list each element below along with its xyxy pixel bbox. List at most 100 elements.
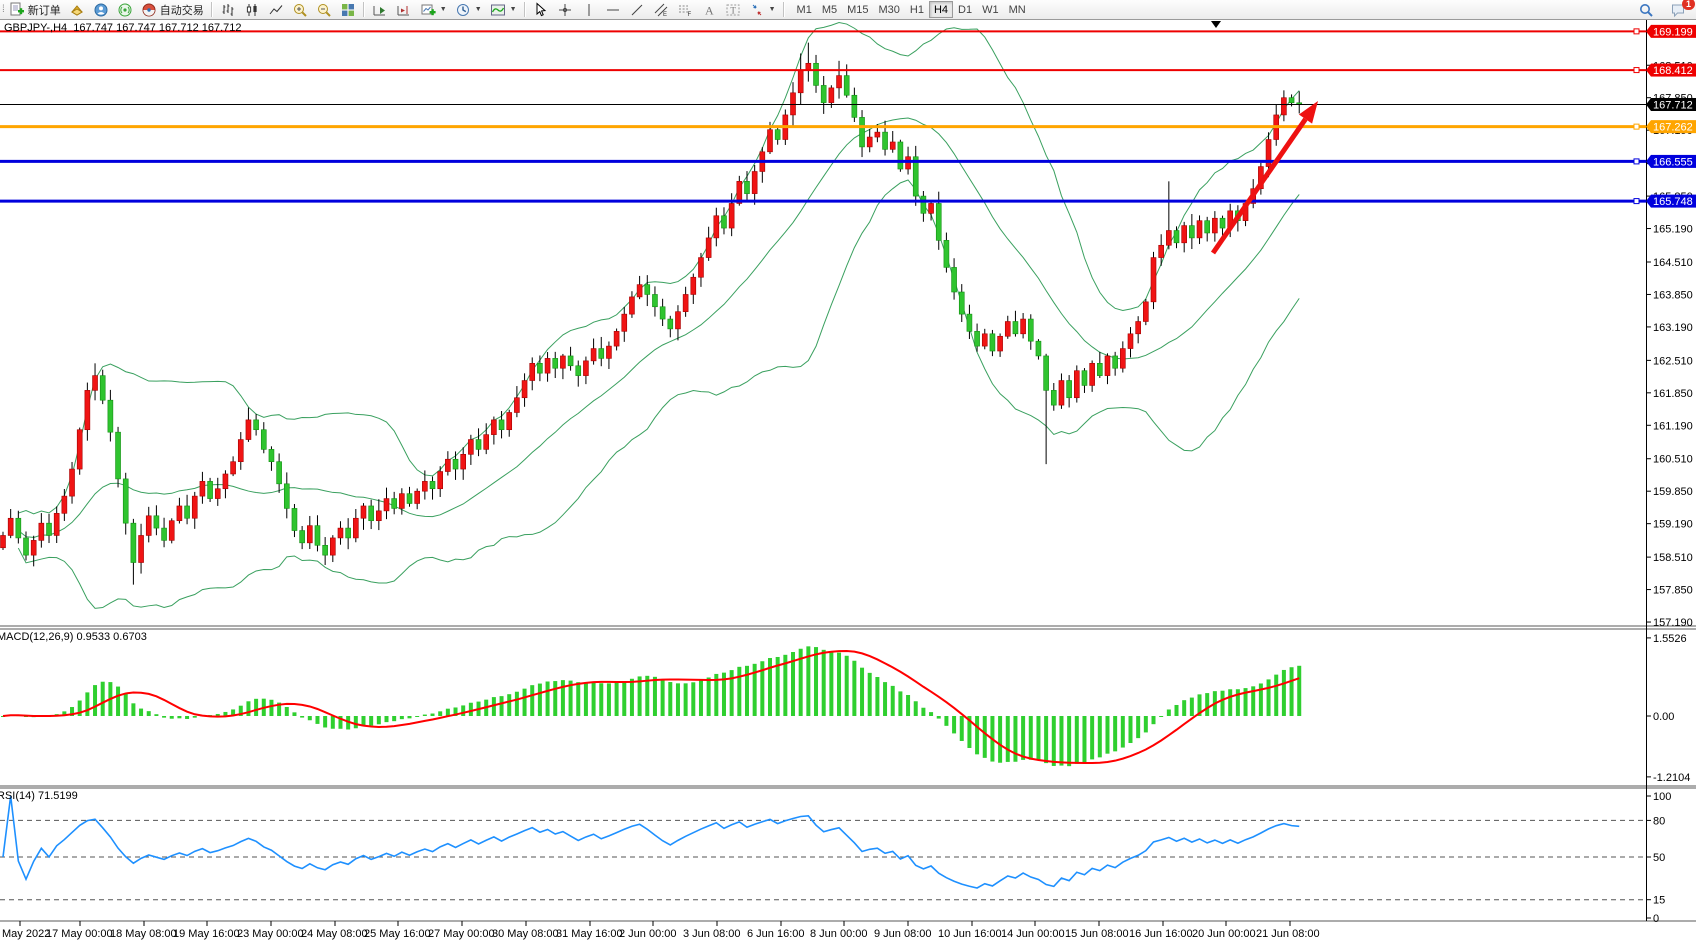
macd-axis-label: -1.2104 — [1653, 772, 1690, 784]
timeframe-button-M30[interactable]: M30 — [874, 1, 905, 18]
macd-histogram-bar — [254, 698, 259, 716]
line-handle[interactable] — [1633, 123, 1640, 130]
chart-shift-button[interactable] — [392, 1, 416, 18]
text-tool-button[interactable]: A — [697, 1, 721, 18]
macd-histogram-bar — [744, 665, 749, 716]
macd-histogram-bar — [422, 714, 427, 716]
candle-body — [30, 540, 37, 556]
new-order-button[interactable]: 新订单 — [5, 1, 65, 18]
fibonacci-tool-button[interactable]: F — [673, 1, 697, 18]
line-handle[interactable] — [1633, 198, 1640, 205]
search-button[interactable] — [1634, 1, 1658, 18]
zoom-in-button[interactable] — [288, 1, 312, 18]
rsi-axis-label: 80 — [1653, 815, 1665, 827]
macd-histogram-bar — [1097, 716, 1102, 758]
rsi-label: RSI(14) 71.5199 — [0, 790, 78, 802]
macd-histogram-bar — [929, 712, 934, 716]
text-label-tool-button[interactable]: T — [721, 1, 745, 18]
line-handle[interactable] — [1633, 67, 1640, 74]
macd-histogram-bar — [70, 707, 75, 716]
metaeditor-button[interactable] — [65, 1, 89, 18]
signals-button[interactable] — [113, 1, 137, 18]
chart-shift-marker[interactable] — [1211, 21, 1221, 28]
candle-body — [130, 522, 137, 563]
price-label-165.748: 165.748 — [1646, 194, 1696, 208]
chart-background[interactable] — [0, 19, 1696, 944]
macd-histogram-bar — [852, 660, 857, 716]
macd-histogram-bar — [1159, 716, 1164, 717]
line-handle[interactable] — [1633, 158, 1640, 165]
candle-body — [920, 195, 927, 214]
timeframe-button-H4[interactable]: H4 — [928, 1, 954, 18]
macd-histogram-bar — [791, 652, 796, 716]
macd-histogram-bar — [1021, 716, 1026, 760]
new-chart-button[interactable]: ▼ — [416, 1, 451, 18]
macd-histogram-bar — [1067, 716, 1072, 767]
candle-body — [322, 545, 328, 556]
indicators-button[interactable]: ▼ — [486, 1, 521, 18]
bollinger-bands — [17, 22, 1300, 609]
bar-chart-button[interactable] — [216, 1, 240, 18]
candle-body — [437, 471, 443, 490]
candle-body — [61, 495, 68, 514]
macd-histogram-bar — [959, 716, 964, 741]
timeframe-button-M15[interactable]: M15 — [842, 1, 873, 18]
zoom-out-button[interactable] — [312, 1, 336, 18]
candle-body — [1204, 220, 1210, 234]
svg-text:166.555: 166.555 — [1653, 156, 1693, 168]
candle-body — [345, 527, 351, 539]
candle-body — [1143, 301, 1149, 322]
period-button[interactable]: ▼ — [451, 1, 486, 18]
trend-arrow[interactable] — [1210, 101, 1318, 255]
line-chart-button[interactable] — [264, 1, 288, 18]
notifications-button[interactable]: 1 — [1666, 0, 1695, 18]
horizontal-line-tool-button[interactable] — [601, 1, 625, 18]
arrows-tool-button[interactable]: ▼ — [745, 1, 780, 18]
svg-text:F: F — [687, 12, 691, 18]
macd-histogram-bar — [323, 716, 328, 728]
macd-histogram-bar — [338, 716, 343, 729]
community-button[interactable] — [89, 1, 113, 18]
candlestick-chart-button[interactable] — [240, 1, 264, 18]
timeframe-button-M1[interactable]: M1 — [792, 1, 817, 18]
macd-histogram-bar — [798, 648, 803, 716]
candle-body — [598, 348, 605, 359]
timeframe-button-M5[interactable]: M5 — [817, 1, 842, 18]
candle-body — [260, 429, 267, 450]
macd-histogram-bar — [637, 676, 642, 716]
axis-tick-label: 161.190 — [1653, 420, 1693, 432]
vertical-line-tool-button[interactable] — [577, 1, 601, 18]
timeframe-button-MN[interactable]: MN — [1004, 1, 1031, 18]
candle-body — [659, 306, 666, 320]
candle-body — [353, 517, 359, 539]
auto-scroll-button[interactable] — [368, 1, 392, 18]
macd-histogram-bar — [1243, 688, 1248, 716]
macd-histogram-bar — [1189, 697, 1194, 716]
price-axis[interactable]: 157.190 157.850 158.510 159.190 159.850 160.5… — [1646, 19, 1696, 925]
candle-body — [912, 156, 919, 197]
tile-windows-button[interactable] — [336, 1, 360, 18]
line-handle[interactable] — [1633, 28, 1640, 35]
macd-histogram-bar — [591, 682, 596, 716]
crosshair-tool-button[interactable] — [553, 1, 577, 18]
dropdown-caret: ▼ — [509, 6, 517, 13]
timeframe-button-H1[interactable]: H1 — [905, 1, 929, 18]
channel-tool-button[interactable]: E — [649, 1, 673, 18]
timeframe-button-D1[interactable]: D1 — [953, 1, 977, 18]
time-axis-label: 21 Jun 08:00 — [1256, 928, 1320, 940]
chart-title: GBPJPY-,H4 167.747 167.747 167.712 167.7… — [4, 22, 242, 34]
candle-body — [928, 203, 934, 214]
candle-body — [935, 203, 942, 241]
time-axis-label: 10 Jun 16:00 — [938, 928, 1002, 940]
toolbar-grip[interactable]: ⁞ — [2, 4, 5, 15]
autotrading-button[interactable]: 自动交易 — [137, 1, 208, 18]
timeframe-button-W1[interactable]: W1 — [977, 1, 1004, 18]
candle-body — [583, 360, 589, 376]
trendline-tool-button[interactable] — [625, 1, 649, 18]
macd-histogram-bar — [162, 716, 167, 718]
macd-pane — [1, 646, 1302, 767]
cursor-tool-button[interactable] — [529, 1, 553, 18]
trendline-icon — [631, 4, 642, 15]
